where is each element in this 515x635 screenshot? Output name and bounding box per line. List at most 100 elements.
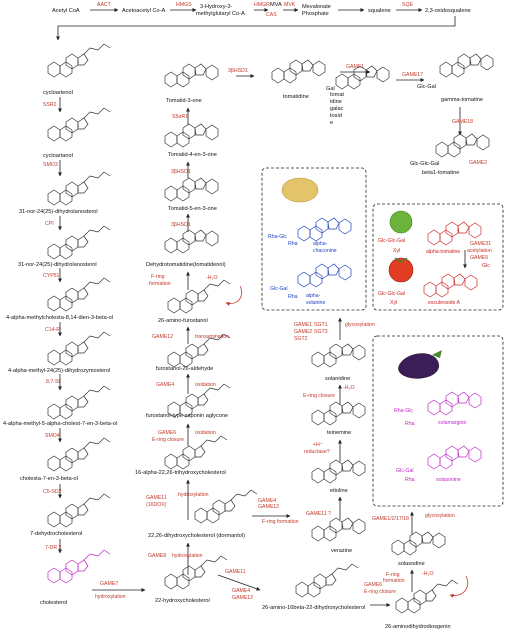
enzyme-game4-b: GAME4 [258,498,276,504]
enzyme-game31: GAME31 [470,241,491,247]
solasonine: solasonine [436,477,461,483]
enzyme-game4-a: GAME4 [156,382,174,388]
enzyme-sqe: SQE [402,2,413,8]
enzyme-game11-b: GAME11 [225,569,246,575]
enzyme-game1-a: GAME1 [346,64,364,70]
enzyme-game17: GAME17 [402,72,423,78]
column-3: tomatidine GAME1 tomat idine galac tosid… [271,53,494,554]
column-1: cycloartenol SSR2 cycloartanol SMO3 31-n… [3,43,146,606]
enzyme-hmgs: HMGS [176,2,192,8]
label-glycosylation-2: glycosylation [425,513,455,519]
tomatidine-galactoside-2: idine [330,99,342,105]
enzyme-game12-b: GAME12 [258,504,279,510]
eggplant-box: Rha-Glc Rha solamargine Glc-Gal Rha sola… [372,335,504,507]
enzyme-game6-b: GAME6 [364,582,382,588]
xyl-label-1: Xyl [393,248,400,254]
label-h2o-2: -H₂O [343,385,355,391]
enzyme-sgt3: SGT3 [314,329,328,335]
alpha-tomatine: alpha-tomatine [426,249,460,255]
xyl-label-2: Xyl [390,300,397,306]
enzyme-hmgr: HMGR [254,2,270,8]
mevalonate: Mevalonate [302,4,331,10]
enzyme-game2-b: GAME2 [294,329,312,335]
enzyme-cyp51: CYP51 [43,273,60,279]
gamma-tomatine: gamma-tomatine [441,97,483,103]
label-ering-closure-2: E-ring closure [303,393,335,399]
solamargine: solamargine [438,420,466,426]
compound-c7: 4-alpha-methyl-5-alpha-cholest-7-en-3-be… [3,421,117,427]
hmg-coa-line2: methylglutaryl Co-A [196,11,245,17]
enzyme-game2: GAME2 [469,160,487,166]
column-4: GAME1/2/17/18 glycosylation solasodine F… [364,511,469,630]
enzyme-game1-b: GAME1 [294,322,312,328]
tomatid-5-en-3-one: Tomatid-5-en-3-one [168,206,217,212]
tomatid-4-en-3-one: Tomatid-4-en-3-one [168,152,217,158]
enzyme-sgt2: SGT2 [294,336,308,342]
enzyme-mvk: MVK [284,2,296,8]
enzyme-game12-c: GAME12 [232,595,253,601]
enzyme-7dr2: 7-DR 2 [45,545,62,551]
enzyme-game-multi: GAME1/2/17/18 [372,516,409,522]
enzyme-s5ar1: S5αR1 [172,114,188,120]
enzyme-87si: 8,7-SI [46,379,60,385]
label-acetylation: acetylation [467,248,492,254]
label-glycosylation-1: glycosylation [345,322,375,328]
hmg-coa-line1: 3-Hydroxy-3- [200,4,232,10]
rha-label-4: Rha [405,477,415,483]
enzyme-cas: CAS [266,12,277,18]
tomatidine-galactoside-5: e [330,120,333,126]
compound-c6: 4-alpha-methyl-24(25)-dihydrozymosterol [8,368,110,374]
cycloartanol: cycloartanol [43,153,73,159]
top-row: Acetyl CoA AACT Acetoacetyl Co-A HMGS 3-… [52,2,471,41]
rha-label-1: Rha [288,241,298,247]
glc-glc-gal-label-3: Glc-Glc-Gal [378,291,405,297]
label-h2o-3: -H₂O [422,571,434,577]
dehydrotomatidine: Dehydrotomatidine(tomatidenol) [146,262,226,268]
enzyme-game11-c: GAME11 ? [306,511,331,517]
label-fring-3: F-ring [386,572,400,578]
teinemine: teinemine [327,430,351,436]
label-oxidation-2: oxidation [195,430,216,436]
enzyme-ssr2: SSR2 [43,102,57,108]
enzyme-game12-a: GAME12 [152,334,173,340]
label-hydroxylation-1: hydroxylation [95,594,126,600]
enzyme-game4-c: GAME4 [232,588,250,594]
furostanol-26-aldehyde: furostanol-26-aldehyde [156,366,213,372]
etioline: etioline [330,488,348,494]
mva: MVA [270,2,282,8]
cholesterol: cholesterol [40,600,67,606]
potato-box: Rha-Glc Rha alpha- chaconine Glc-Gal Rha… [261,167,367,311]
label-reductase: reductase? [304,449,330,455]
green-tomato-icon [389,210,413,234]
solasodine: solasodine [398,561,425,567]
label-hydroxylation-3: hydroxylation [172,553,203,559]
compound-c9: 7-dehydrocholesterol [30,531,82,537]
enzyme-smo3: SMO3 [43,162,58,168]
label-fring-2: F-ring formation [262,519,299,525]
compound-c4: 31-nor-24(25)-dihydrolanosterol [18,262,97,268]
enzyme-3bhsd1-top: 3βHSD1 [228,68,248,74]
glc-gal-label-1: Glc-Gal [417,84,436,90]
rha-label-3: Rha [405,421,415,427]
gal-label: Gal [326,86,335,92]
label-16dox: (16DOX) [146,502,167,508]
aminodihydroxycholesterol: 26-amino-16beta-22-dihydroxycholesterol [262,605,365,611]
enzyme-game18: GAME18 [452,119,473,125]
verazine: verazine [331,548,352,554]
compound-c8: cholesta-7-en-3-beta-ol [20,476,78,482]
tomatidine: tomatidine [283,94,309,100]
solanidine: solanidine [325,376,350,382]
enzyme-3bhsd1-a: 3βHSD1 [171,169,191,175]
trihydroxycholesterol: 16-alpha-22,26-trihydroxycholesterol [135,470,226,476]
column-2: Tomatid-3-one 3βHSD1 S5αR1 Tomatid-4-en-… [135,63,365,611]
rha-glc-label: Rha-Glc [268,234,287,240]
rha-glc-label-2: Rha-Glc [394,408,413,414]
tomatidine-galactoside-3: galac [330,106,344,112]
label-hydroxylation-2: hydroxylation [178,492,209,498]
esculeoside-a: esculeoside A [428,300,461,306]
squalene: squalene [368,8,391,14]
label-h-plus: +H⁺ [313,442,323,448]
enzyme-cpi: CPI [45,221,54,227]
label-oxidation-1: oxidation [195,382,216,388]
tomatidine-galactoside-1: tomat [330,92,344,98]
